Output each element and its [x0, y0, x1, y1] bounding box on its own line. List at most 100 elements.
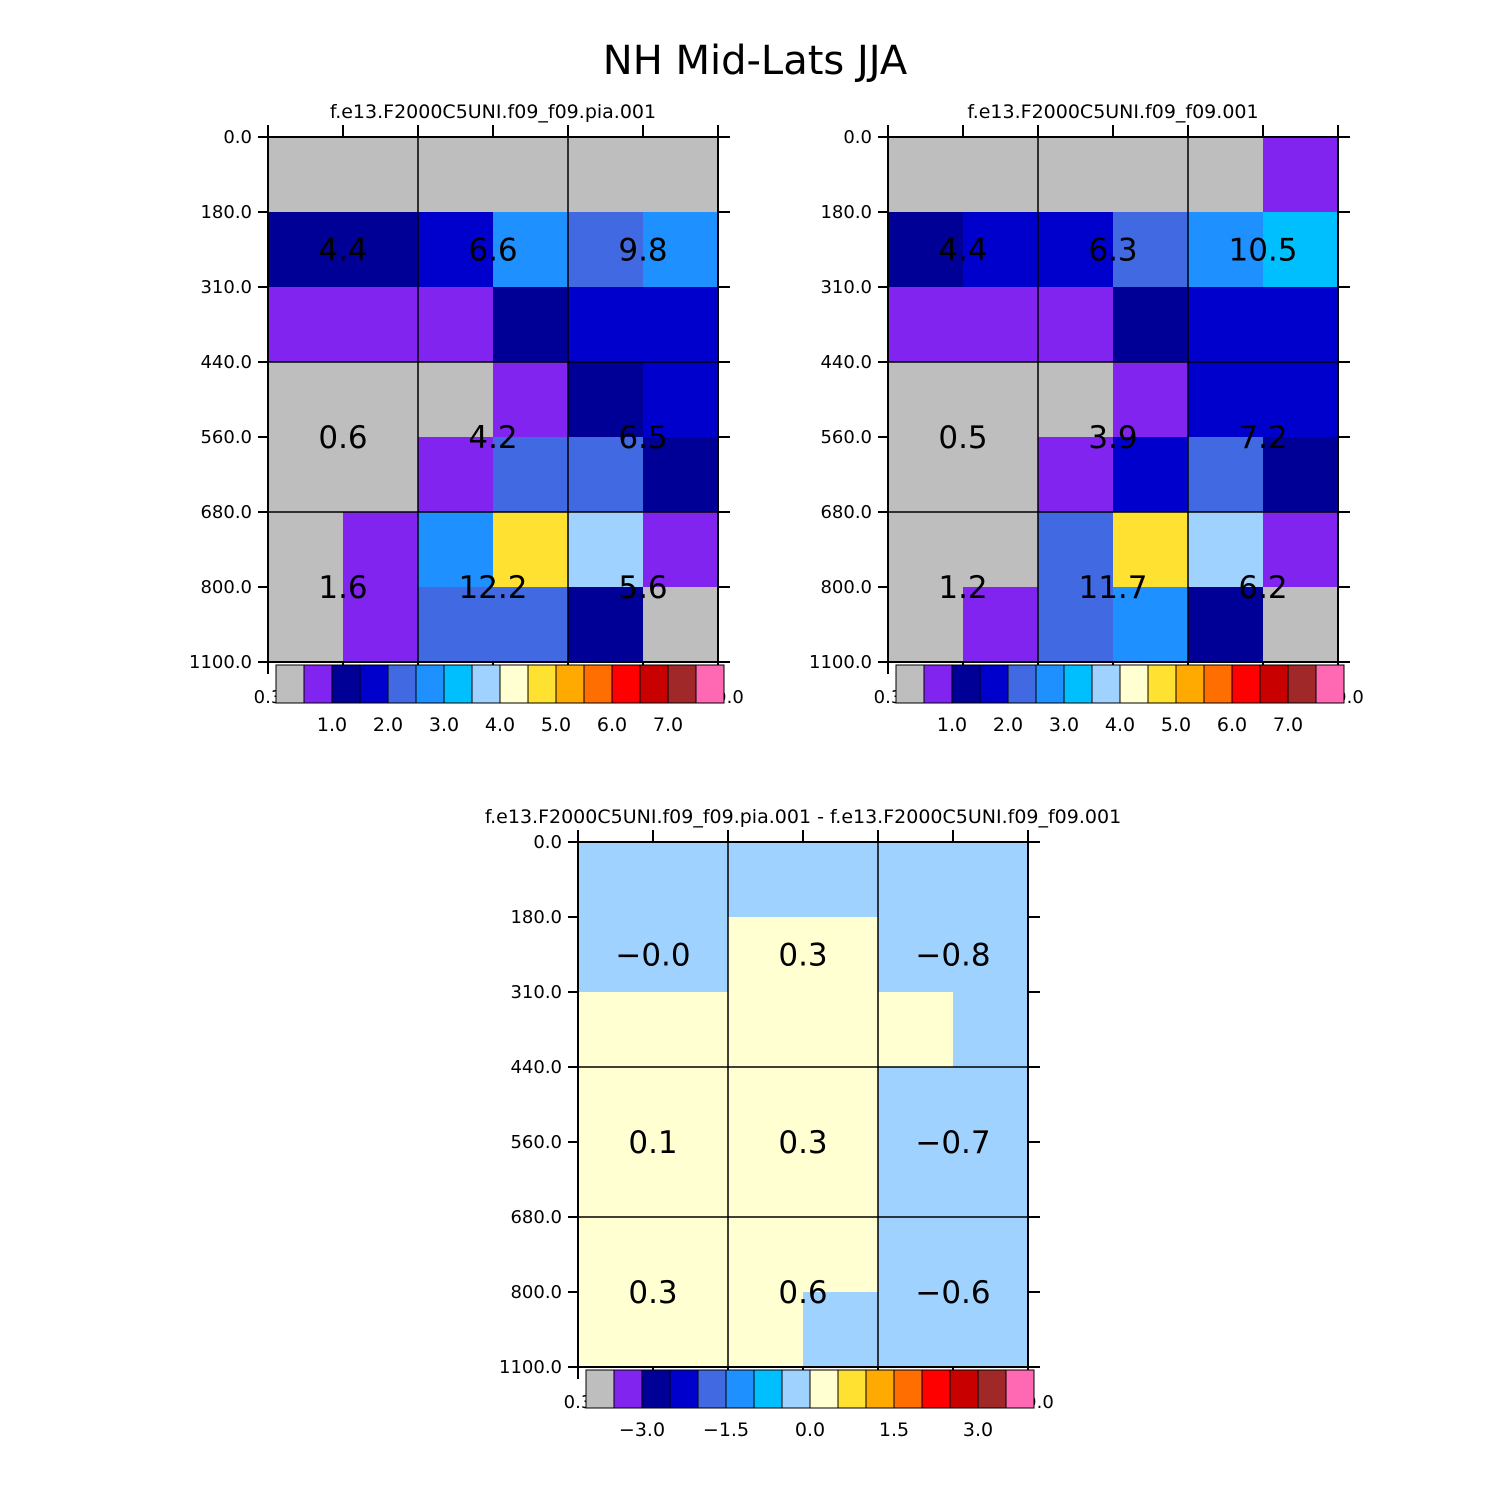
heatmap-cell [1263, 212, 1339, 288]
heatmap-cell [728, 842, 804, 918]
colorbar-label: 6.0 [1217, 714, 1247, 736]
heatmap-cell [568, 287, 644, 363]
colorbar-label: 0.0 [795, 1419, 825, 1441]
heatmap-cell [653, 1217, 729, 1293]
heatmap-cell [418, 587, 494, 663]
heatmap-cell [1188, 137, 1264, 213]
heatmap-cell [343, 587, 419, 663]
heatmap-cell [963, 137, 1039, 213]
heatmap-cell [268, 512, 344, 588]
heatmap-cell [1188, 287, 1264, 363]
colorbar-box [331, 664, 361, 704]
heatmap-cell [653, 1067, 729, 1143]
heatmap-cell [1263, 512, 1339, 588]
heatmap-cell [1038, 437, 1114, 513]
heatmap-cell [1038, 362, 1114, 438]
heatmap-cell [888, 212, 964, 288]
heatmap-cell [878, 1142, 954, 1218]
cell-value-label: 10.5 [1228, 233, 1297, 269]
heatmap-cell [803, 1142, 879, 1218]
cell-value-label: 1.6 [318, 570, 367, 606]
y-tick-label: 310.0 [510, 982, 562, 1003]
colorbar-label: 2.0 [993, 714, 1023, 736]
y-tick-label: 180.0 [820, 202, 872, 223]
colorbar-box [697, 1369, 727, 1409]
heatmap-cell [568, 362, 644, 438]
heatmap-cell [1113, 362, 1189, 438]
heatmap-cell [578, 1067, 654, 1143]
heatmap-cell [653, 842, 729, 918]
heatmap-cell [653, 1142, 729, 1218]
y-tick-label: 310.0 [820, 277, 872, 298]
y-tick-label: 440.0 [200, 352, 252, 373]
heatmap-cell [1263, 587, 1339, 663]
heatmap-cell [728, 1142, 804, 1218]
panel-title: f.e13.F2000C5UNI.f09_f09.001 [967, 101, 1258, 123]
cell-value-label: 6.5 [618, 420, 667, 456]
colorbar-box [979, 664, 1009, 704]
colorbar-box [443, 664, 473, 704]
heatmap-cell [953, 1067, 1029, 1143]
y-tick-label: 0.0 [533, 832, 562, 853]
y-tick-label: 180.0 [200, 202, 252, 223]
heatmap-cell [1113, 287, 1189, 363]
heatmap-cell [803, 842, 879, 918]
heatmap-cell [418, 287, 494, 363]
heatmap-cell [888, 587, 964, 663]
heatmap-cell [578, 842, 654, 918]
colorbar-box [725, 1369, 755, 1409]
colorbar-box [1119, 664, 1149, 704]
heatmap-cell [953, 1217, 1029, 1293]
cell-value-label: 6.2 [1238, 570, 1287, 606]
y-tick-label: 0.0 [223, 127, 252, 148]
heatmap-cell [888, 362, 964, 438]
y-tick-label: 800.0 [510, 1282, 562, 1303]
heatmap-cell [418, 362, 494, 438]
heatmap-cell [643, 137, 719, 213]
cell-value-label: 4.4 [318, 233, 367, 269]
heatmap-cell [888, 287, 964, 363]
colorbar-box [1005, 1369, 1035, 1409]
heatmap-cell [878, 842, 954, 918]
heatmap-cell [578, 917, 654, 993]
y-tick-label: 0.0 [843, 127, 872, 148]
heatmap-cell [643, 287, 719, 363]
heatmap-cell [493, 287, 569, 363]
heatmap-cell [1113, 587, 1189, 663]
y-tick-label: 1100.0 [499, 1357, 562, 1378]
colorbar-box [951, 664, 981, 704]
colorbar-box [695, 664, 725, 704]
y-tick-label: 800.0 [200, 577, 252, 598]
colorbar-box [415, 664, 445, 704]
colorbar-label: 1.0 [937, 714, 967, 736]
panel-1: f.e13.F2000C5UNI.f09_f09.pia.001 0.0 180.0… [189, 101, 744, 736]
panel-3: f.e13.F2000C5UNI.f09_f09.pia.001 - f.e13… [485, 806, 1121, 1441]
colorbar-box [667, 664, 697, 704]
cell-value-label: 0.3 [778, 938, 827, 974]
colorbar-box [1091, 664, 1121, 704]
colorbar-box [893, 1369, 923, 1409]
colorbar-label: 7.0 [1273, 714, 1303, 736]
heatmap-cell [728, 992, 804, 1068]
heatmap-cell [888, 512, 964, 588]
cell-value-label: 0.5 [938, 420, 987, 456]
heatmap-cell [1038, 137, 1114, 213]
y-tick-label: 800.0 [820, 577, 872, 598]
heatmap-cell [343, 137, 419, 213]
heatmap-cell [268, 287, 344, 363]
colorbar-box [1315, 664, 1345, 704]
colorbar-box [527, 664, 557, 704]
heatmap-cell [953, 1292, 1029, 1368]
cell-value-label: 1.2 [938, 570, 987, 606]
heatmap-cell [268, 137, 344, 213]
colorbar-box [303, 664, 333, 704]
y-tick-label: 440.0 [510, 1057, 562, 1078]
x-tick-label: 0.3 [254, 687, 283, 708]
heatmap-cell [1113, 212, 1189, 288]
y-tick-label: 180.0 [510, 907, 562, 928]
cell-value-label: 5.6 [618, 570, 667, 606]
cell-value-label: −0.8 [915, 938, 990, 974]
colorbar-box [387, 664, 417, 704]
main-title: NH Mid-Lats JJA [603, 38, 908, 84]
